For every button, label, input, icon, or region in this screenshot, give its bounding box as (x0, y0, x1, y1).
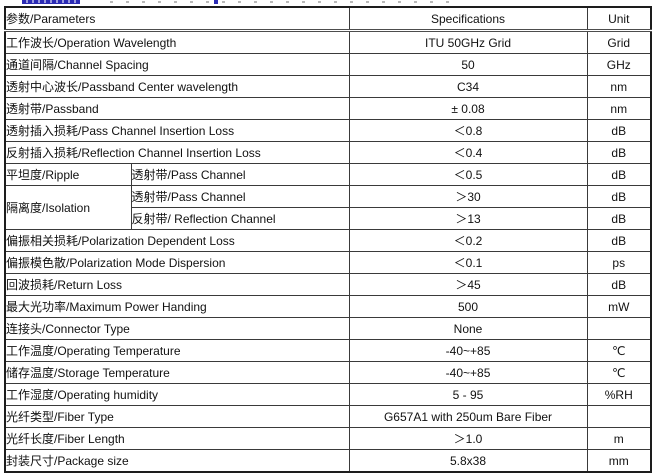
param-cell: 工作温度/Operating Temperature (4, 339, 350, 362)
header-unit-cell: Unit (586, 6, 652, 32)
clipped-title-fragment-dot (214, 0, 218, 4)
clipped-title-fragment (22, 0, 80, 4)
spec-cell: ITU 50GHz Grid (348, 30, 588, 54)
table-header-row: 参数/Parameters Specifications Unit (4, 6, 652, 32)
param-group-cell: 平坦度/Ripple (4, 163, 132, 186)
unit-cell (586, 405, 652, 428)
param-cell: 储存温度/Storage Temperature (4, 361, 350, 384)
param-group-cell: 隔离度/Isolation (4, 185, 132, 230)
param-cell: 工作湿度/Operating humidity (4, 383, 350, 406)
table-row: 光纤类型/Fiber Type G657A1 with 250um Bare F… (4, 405, 652, 428)
param-cell: 偏振模色散/Polarization Mode Dispersion (4, 251, 350, 274)
param-cell: 光纤长度/Fiber Length (4, 427, 350, 450)
unit-cell: nm (586, 97, 652, 120)
param-cell: 封装尺寸/Package size (4, 449, 350, 473)
table-row: 最大光功率/Maximum Power Handing 500 mW (4, 295, 652, 318)
spec-cell: 500 (348, 295, 588, 318)
param-cell: 连接头/Connector Type (4, 317, 350, 340)
spec-cell: ＜0.8 (348, 119, 588, 142)
param-cell: 工作波长/Operation Wavelength (4, 30, 350, 54)
table-row: 连接头/Connector Type None (4, 317, 652, 340)
table-row-ripple: 平坦度/Ripple 透射带/Pass Channel ＜0.5 dB (4, 163, 652, 186)
spec-cell: ＞1.0 (348, 427, 588, 450)
param-cell: 最大光功率/Maximum Power Handing (4, 295, 350, 318)
table-row: 储存温度/Storage Temperature -40~+85 ℃ (4, 361, 652, 384)
unit-cell: dB (586, 273, 652, 296)
unit-cell: mW (586, 295, 652, 318)
param-cell: 反射插入损耗/Reflection Channel Insertion Loss (4, 141, 350, 164)
param-cell: 通道间隔/Channel Spacing (4, 53, 350, 76)
specifications-table: 参数/Parameters Specifications Unit 工作波长/O… (4, 6, 652, 473)
spec-cell: C34 (348, 75, 588, 98)
table-row: 透射插入损耗/Pass Channel Insertion Loss ＜0.8 … (4, 119, 652, 142)
unit-cell: dB (586, 163, 652, 186)
table-row: 偏振模色散/Polarization Mode Dispersion ＜0.1 … (4, 251, 652, 274)
spec-cell: 50 (348, 53, 588, 76)
spec-cell: None (348, 317, 588, 340)
unit-cell (586, 317, 652, 340)
unit-cell: dB (586, 185, 652, 208)
spec-cell: 5.8x38 (348, 449, 588, 473)
param-sub-cell: 透射带/Pass Channel (130, 185, 350, 208)
unit-cell: ℃ (586, 339, 652, 362)
table-row: 透射带/Passband ± 0.08 nm (4, 97, 652, 120)
unit-cell: ℃ (586, 361, 652, 384)
header-spec-cell: Specifications (348, 6, 588, 32)
unit-cell: dB (586, 141, 652, 164)
spec-cell: G657A1 with 250um Bare Fiber (348, 405, 588, 428)
param-cell: 透射插入损耗/Pass Channel Insertion Loss (4, 119, 350, 142)
clipped-title-fragment-gray (110, 1, 460, 3)
table-row: 封装尺寸/Package size 5.8x38 mm (4, 449, 652, 473)
spec-cell: -40~+85 (348, 339, 588, 362)
spec-cell: ＜0.1 (348, 251, 588, 274)
spec-cell: ＞45 (348, 273, 588, 296)
header-param-cell: 参数/Parameters (4, 6, 350, 32)
table-row: 工作波长/Operation Wavelength ITU 50GHz Grid… (4, 30, 652, 54)
unit-cell: dB (586, 119, 652, 142)
spec-cell: ＜0.5 (348, 163, 588, 186)
unit-cell: ps (586, 251, 652, 274)
table-row: 反射插入损耗/Reflection Channel Insertion Loss… (4, 141, 652, 164)
table-row-isolation-pass: 隔离度/Isolation 透射带/Pass Channel ＞30 dB (4, 185, 652, 230)
param-cell: 偏振相关损耗/Polarization Dependent Loss (4, 229, 350, 252)
spec-cell: ＜0.4 (348, 141, 588, 164)
unit-cell: Grid (586, 30, 652, 54)
table-row: 透射中心波长/Passband Center wavelength C34 nm (4, 75, 652, 98)
param-cell: 透射带/Passband (4, 97, 350, 120)
table-row: 工作温度/Operating Temperature -40~+85 ℃ (4, 339, 652, 362)
spec-cell: 5 - 95 (348, 383, 588, 406)
param-sub-cell: 反射带/ Reflection Channel (130, 207, 350, 230)
spec-cell: -40~+85 (348, 361, 588, 384)
unit-cell: mm (586, 449, 652, 473)
unit-cell: dB (586, 207, 652, 230)
spec-cell: ＞13 (348, 207, 588, 230)
unit-cell: %RH (586, 383, 652, 406)
table-row: 通道间隔/Channel Spacing 50 GHz (4, 53, 652, 76)
unit-cell: dB (586, 229, 652, 252)
spec-cell: ＜0.2 (348, 229, 588, 252)
spec-cell: ± 0.08 (348, 97, 588, 120)
param-cell: 透射中心波长/Passband Center wavelength (4, 75, 350, 98)
unit-cell: nm (586, 75, 652, 98)
param-sub-cell: 透射带/Pass Channel (130, 163, 350, 186)
unit-cell: GHz (586, 53, 652, 76)
table-row: 偏振相关损耗/Polarization Dependent Loss ＜0.2 … (4, 229, 652, 252)
table-row: 光纤长度/Fiber Length ＞1.0 m (4, 427, 652, 450)
unit-cell: m (586, 427, 652, 450)
param-cell: 回波损耗/Return Loss (4, 273, 350, 296)
table-row: 工作湿度/Operating humidity 5 - 95 %RH (4, 383, 652, 406)
table-row: 回波损耗/Return Loss ＞45 dB (4, 273, 652, 296)
param-cell: 光纤类型/Fiber Type (4, 405, 350, 428)
spec-cell: ＞30 (348, 185, 588, 208)
